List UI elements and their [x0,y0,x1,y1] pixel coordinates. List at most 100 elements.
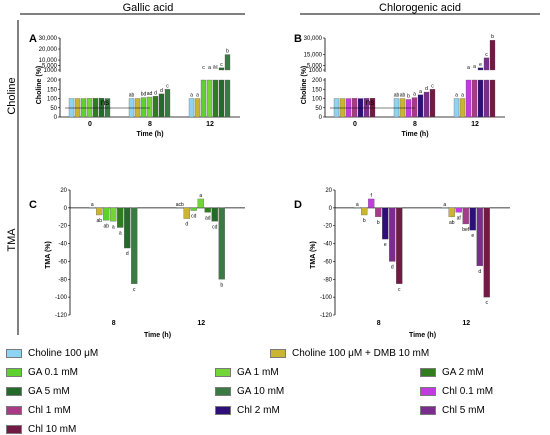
x-axis-title-C: Time (h) [144,332,171,339]
bar-C [190,207,197,211]
y-axis-title-D: TMA (%) [310,241,317,269]
y-tick-label-A: 10,000 [39,58,58,64]
y-tick-label-D: -40 [323,242,332,248]
legend-swatch [270,349,286,358]
x-tick-label-D: 12 [462,320,470,327]
legend-label: GA 10 mM [237,386,285,397]
bar-B [423,91,430,118]
bar-D [441,207,448,209]
ns-label-A: ns [101,98,109,107]
bar-C [211,207,218,222]
sig-letter-D: af [457,215,462,221]
bar-A [206,79,213,118]
sig-letter-D: a [443,202,446,208]
bar-C [218,207,225,280]
bar-B [477,67,484,71]
bar-D [389,207,396,262]
y-tick-label-A: 5,000 [42,64,58,70]
y-tick-label-D: -100 [320,295,333,301]
sig-letter-B: a [467,65,470,71]
bar-A [158,93,165,118]
bar-D [455,207,462,213]
legend-swatch [215,368,231,377]
sig-letter-C: d [126,251,129,257]
sig-letter-A: c [166,83,169,89]
sig-letter-C: ab [96,218,102,224]
panel-letter-B: B [294,33,302,45]
sig-letter-C: a [119,231,122,237]
legend: Choline 100 μM Choline 100 μM + DMB 10 mM… [0,342,550,435]
header-chlorogenic-acid: Chlorogenic acid [379,2,461,14]
x-tick-label-A: 0 [88,121,92,128]
y-tick-label-C: -100 [55,295,68,301]
y-tick-label-D: -60 [323,259,332,265]
bar-B [417,94,424,118]
bar-B [363,98,370,118]
sig-letter-B: e [479,62,482,68]
sig-letter-B: ab [394,93,400,99]
bar-B [471,79,478,118]
legend-swatch [6,387,22,396]
bar-C [117,207,124,228]
legend-item: Chl 1 mM [6,405,71,416]
legend-label: Chl 10 mM [28,424,77,435]
bar-A [164,89,171,118]
bar-D [354,207,361,209]
bar-B [459,98,466,118]
bar-B [483,57,490,71]
y-tick-label-C: 0 [64,206,68,212]
sig-letter-D: e [384,242,387,248]
bar-A [218,67,225,71]
header-gallic-acid: Gallic acid [122,2,174,14]
bar-D [382,207,389,240]
sig-letter-B: b [491,34,494,40]
y-tick-label-B: 5,000 [307,64,323,70]
x-axis-title-A: Time (h) [136,131,163,138]
bar-A [224,79,231,118]
y-tick-label-D: -80 [323,277,332,283]
x-tick-label-A: 8 [148,121,152,128]
bar-C [96,207,103,216]
y-tick-label-A: 50 [50,106,57,112]
x-axis-title-D: Time (h) [409,332,436,339]
legend-item: Chl 5 mM [420,405,485,416]
y-tick-label-D: -120 [320,313,333,319]
sig-letter-C: ab [103,223,109,229]
sig-letter-A: a [190,93,193,99]
sig-letter-B: d [425,86,428,92]
sig-letter-A: ad [147,91,153,97]
legend-swatch [6,349,22,358]
bar-C [103,207,110,221]
legend-swatch [420,368,436,377]
bar-A [140,97,147,118]
bar-B [483,79,490,118]
x-tick-label-B: 12 [471,121,479,128]
bar-A [86,98,93,118]
legend-label: Chl 1 mM [28,405,71,416]
legend-label: Chl 5 mM [442,405,485,416]
y-tick-label-A: 1000 [44,68,58,74]
sig-letter-B: c [485,52,488,58]
bar-A [146,96,153,118]
bar-C [176,207,183,209]
y-tick-label-C: 20 [60,188,67,194]
sig-letter-A: a [208,65,211,71]
sig-letter-B: ab [400,93,406,99]
y-tick-label-A: 150 [47,87,58,93]
bar-A [188,98,195,118]
sig-letter-D: c [486,300,489,306]
bar-C [183,207,190,219]
legend-item: Choline 100 μM [6,348,98,359]
bar-C [89,207,96,209]
bar-D [448,207,455,217]
legend-label: GA 1 mM [237,367,279,378]
y-tick-label-B: 1000 [309,68,323,74]
x-tick-label-A: 12 [206,121,214,128]
sig-letter-A: c [220,62,223,68]
bar-C [197,198,204,209]
sig-letter-C: acb [176,202,184,208]
sig-letter-D: c [398,287,401,293]
bar-D [469,207,476,231]
bar-A [212,79,219,118]
